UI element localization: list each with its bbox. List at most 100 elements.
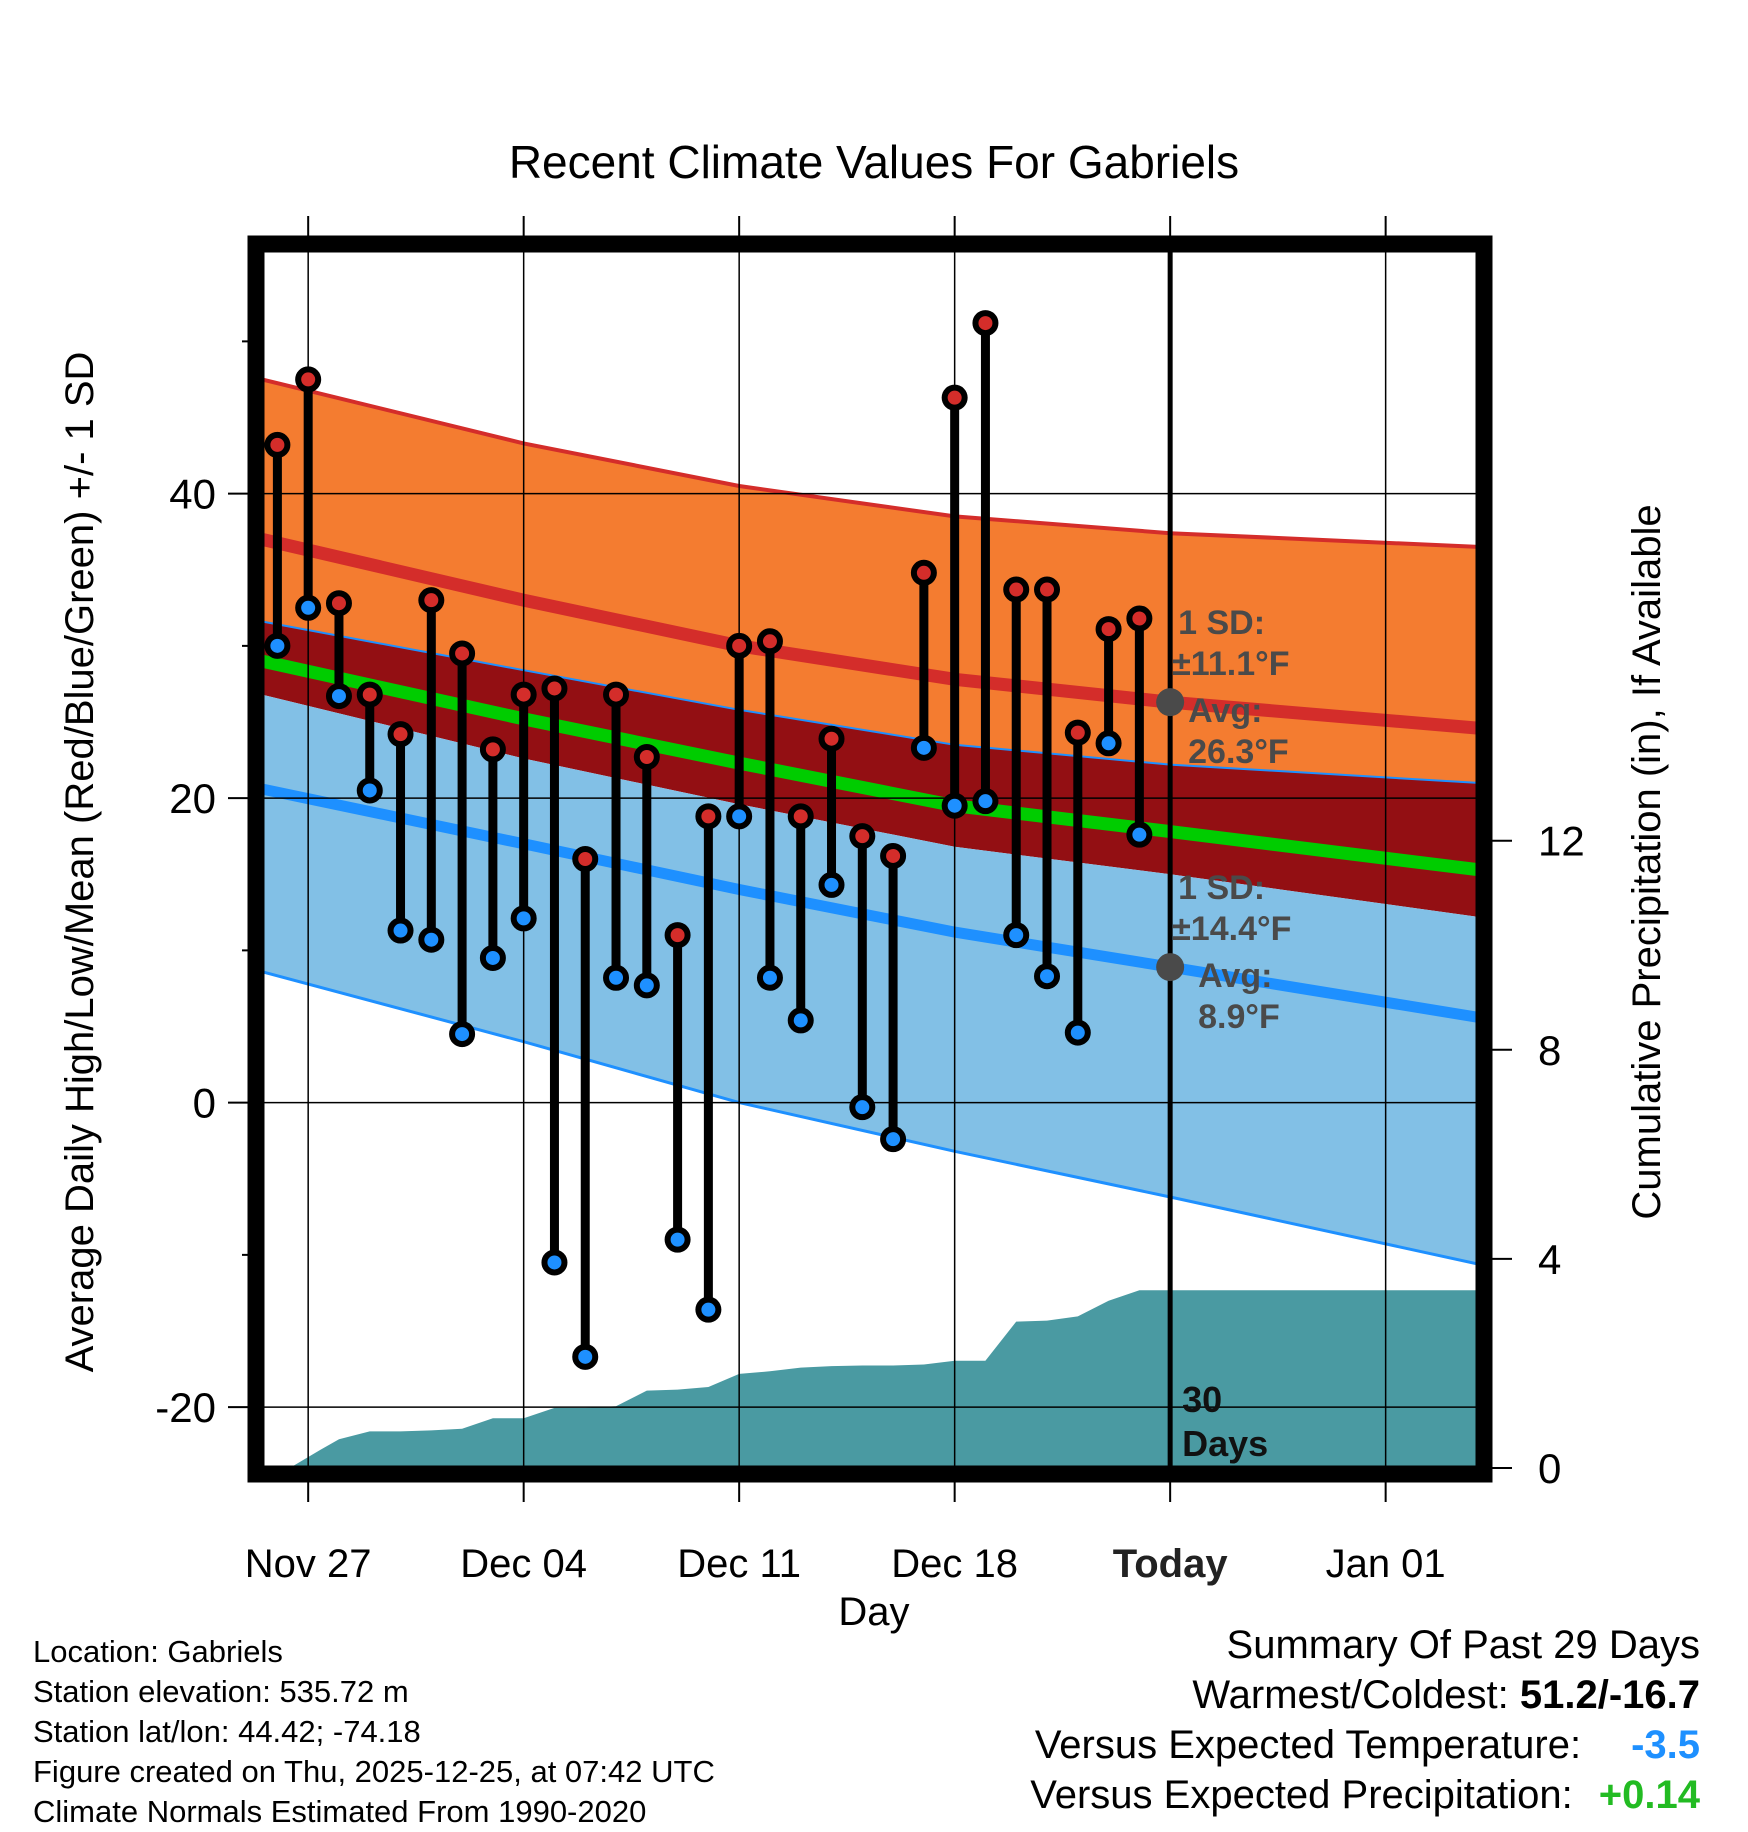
precip-label: Versus Expected Precipitation: xyxy=(1030,1773,1573,1817)
low-lower-line xyxy=(262,970,1478,1266)
daily-high-point xyxy=(849,823,876,850)
daily-high-point xyxy=(1034,576,1061,603)
y2-axis-label: Cumulative Precipitation (in), If Availa… xyxy=(1625,504,1669,1219)
plot-frame xyxy=(247,235,1493,1483)
daily-low-point xyxy=(264,632,291,659)
daily-low-point xyxy=(1034,963,1061,990)
high-sd-band xyxy=(262,379,1478,783)
daily-high-point xyxy=(325,590,352,617)
normals-layer xyxy=(262,250,1478,1468)
summary-panel: Summary Of Past 29 Days Warmest/Coldest:… xyxy=(1030,1620,1700,1820)
summary-temp-row: Versus Expected Temperature: -3.5 xyxy=(1030,1720,1700,1770)
location-text: Location: Gabriels xyxy=(33,1634,283,1669)
daily-high-point xyxy=(479,736,506,763)
daily-low-point xyxy=(479,944,506,971)
daily-low-point xyxy=(418,926,445,953)
chart-title: Recent Climate Values For Gabriels xyxy=(509,136,1239,188)
mid-band xyxy=(262,621,1478,917)
normals-text: Climate Normals Estimated From 1990-2020 xyxy=(33,1794,647,1829)
daily-low-point xyxy=(695,1296,722,1323)
y-tick-label: -20 xyxy=(155,1384,216,1431)
daily-high-point xyxy=(726,632,753,659)
low-avg-label: Avg: xyxy=(1198,957,1272,995)
daily-high-point xyxy=(603,681,630,708)
daily-low-point xyxy=(910,734,937,761)
daily-low-point xyxy=(1126,821,1153,848)
normal-mean-line xyxy=(262,654,1478,877)
daily-low-point xyxy=(880,1126,907,1153)
daily-low-point xyxy=(603,964,630,991)
precip-area xyxy=(262,1290,1478,1468)
high-sd-label: 1 SD: xyxy=(1178,604,1265,642)
daily-low-point xyxy=(449,1021,476,1048)
daily-low-point xyxy=(1003,922,1030,949)
daily-high-point xyxy=(756,628,783,655)
today-low-avg-point xyxy=(1156,953,1185,982)
daily-low-point xyxy=(387,917,414,944)
daily-high-point xyxy=(972,310,999,337)
daily-high-point xyxy=(910,559,937,586)
daily-low-point xyxy=(664,1226,691,1253)
y-tick-label: 0 xyxy=(193,1080,216,1127)
y-tick-label: 20 xyxy=(169,775,216,822)
daily-high-point xyxy=(541,675,568,702)
precip-value: +0.14 xyxy=(1598,1773,1700,1817)
daily-high-point xyxy=(1126,605,1153,632)
daily-high-point xyxy=(633,743,660,770)
high-lower-line xyxy=(262,620,1478,784)
daily-high-point xyxy=(387,721,414,748)
daily-high-point xyxy=(880,842,907,869)
normal-high-line xyxy=(262,532,1478,735)
daily-low-point xyxy=(633,972,660,999)
daily-high-point xyxy=(787,803,814,830)
warmest-value: 51.2/-16.7 xyxy=(1519,1673,1700,1717)
y2-tick-label: 4 xyxy=(1538,1236,1561,1283)
daily-high-point xyxy=(695,803,722,830)
daily-low-point xyxy=(726,803,753,830)
daily-high-point xyxy=(449,640,476,667)
daily-low-point xyxy=(325,683,352,710)
daily-low-point xyxy=(572,1343,599,1370)
summary-precip-row: Versus Expected Precipitation: +0.14 xyxy=(1030,1770,1700,1820)
plot-area: Nov 27 Dec 04 Dec 11 Dec 18 Today Jan 01 -20 0 2… xyxy=(155,216,1585,1586)
high-avg-value: 26.3°F xyxy=(1188,733,1289,771)
y2-tick-label: 12 xyxy=(1538,818,1585,865)
daily-low-point xyxy=(972,788,999,815)
daily-low-point xyxy=(756,964,783,991)
y-tick-label: 40 xyxy=(169,471,216,518)
daily-high-point xyxy=(1003,576,1030,603)
daily-high-point xyxy=(1095,616,1122,643)
y2-tick-label: 8 xyxy=(1538,1027,1561,1074)
x-tick-label: Nov 27 xyxy=(245,1542,372,1586)
daily-high-point xyxy=(818,725,845,752)
x-tick-label: Dec 04 xyxy=(460,1542,587,1586)
high-avg-label: Avg: xyxy=(1188,692,1262,730)
x-tick-label: Jan 01 xyxy=(1326,1542,1446,1586)
daily-high-point xyxy=(295,366,322,393)
created-text: Figure created on Thu, 2025-12-25, at 07… xyxy=(33,1754,715,1789)
daily-low-point xyxy=(787,1007,814,1034)
daily-low-point xyxy=(849,1094,876,1121)
today-high-avg-point xyxy=(1156,688,1185,717)
low-sd-label: 1 SD: xyxy=(1178,869,1265,907)
low-avg-value: 8.9°F xyxy=(1198,998,1280,1036)
daily-high-point xyxy=(572,846,599,872)
high-sd-value: ±11.1°F xyxy=(1172,645,1289,683)
x-tick-label: Today xyxy=(1113,1542,1229,1586)
y-axis-label: Average Daily High/Low/Mean (Red/Blue/Gr… xyxy=(58,352,102,1373)
temp-value: -3.5 xyxy=(1631,1723,1700,1767)
daily-low-point xyxy=(356,777,383,804)
daily-high-point xyxy=(264,431,291,458)
days-count-label: 30 xyxy=(1182,1379,1222,1420)
daily-low-point xyxy=(295,594,322,621)
daily-low-point xyxy=(510,905,537,932)
daily-low-point xyxy=(818,871,845,898)
daily-low-point xyxy=(1064,1019,1091,1046)
days-word-label: Days xyxy=(1182,1423,1268,1464)
x-tick-label: Dec 18 xyxy=(891,1542,1018,1586)
summary-title: Summary Of Past 29 Days xyxy=(1226,1623,1700,1667)
daily-high-point xyxy=(356,681,383,708)
daily-high-point xyxy=(510,681,537,708)
daily-high-point xyxy=(1064,719,1091,746)
